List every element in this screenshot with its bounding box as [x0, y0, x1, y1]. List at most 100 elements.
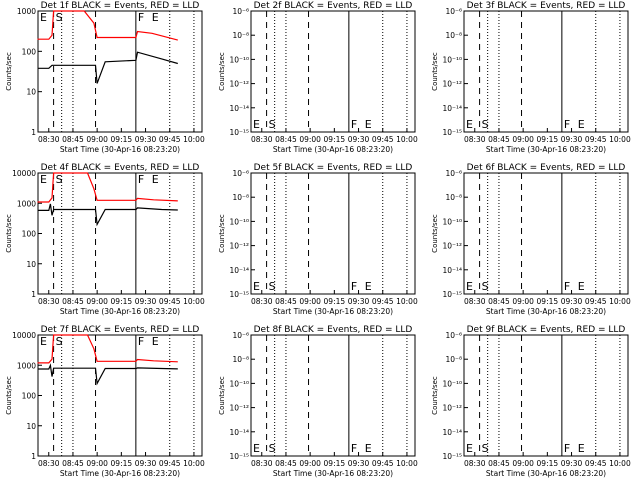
plot-frame	[463, 172, 629, 295]
plot-frame	[37, 10, 203, 133]
x-tick-label: 09:00	[299, 297, 321, 306]
x-tick-label: 10:00	[396, 297, 418, 306]
x-tick-label: 08:45	[275, 135, 297, 144]
y-tick-label: 1	[31, 128, 36, 137]
event-label-e: E	[365, 442, 372, 455]
y-tick-label: 10⁻¹⁰	[229, 379, 249, 388]
x-tick-label: 09:00	[86, 135, 108, 144]
y-tick-label: 10⁻¹²	[229, 242, 249, 251]
y-tick-label: 10000	[12, 169, 36, 178]
x-tick-label: 09:00	[86, 459, 108, 468]
x-tick-label: 08:45	[62, 459, 84, 468]
y-tick-label: 10⁻⁸	[445, 193, 462, 202]
event-label-f: F	[351, 118, 357, 131]
y-tick-label: 10	[26, 422, 36, 431]
x-tick-label: 08:30	[38, 297, 60, 306]
event-label-e: E	[578, 118, 585, 131]
event-label-e: E	[253, 118, 260, 131]
y-tick-label: 10⁻¹²	[229, 404, 249, 413]
y-tick-label: 10⁻⁶	[445, 331, 462, 340]
x-axis-label: Start Time (30-Apr-16 08:23:20)	[60, 145, 180, 154]
x-tick-label: 09:15	[324, 297, 346, 306]
event-label-s: S	[269, 280, 276, 293]
events-series-line	[37, 363, 178, 386]
x-tick-label: 09:15	[324, 459, 346, 468]
x-tick-label: 09:30	[561, 135, 583, 144]
y-tick-label: 100	[22, 392, 37, 401]
event-label-e: E	[466, 442, 473, 455]
y-axis-label: Counts/sec	[431, 376, 439, 415]
event-label-e: E	[253, 442, 260, 455]
y-tick-label: 10⁻¹⁴	[442, 104, 462, 113]
event-label-e: E	[466, 118, 473, 131]
x-tick-label: 08:30	[38, 459, 60, 468]
y-tick-label: 1000	[17, 361, 36, 370]
y-tick-label: 10⁻¹⁵	[442, 128, 462, 137]
x-tick-label: 08:45	[275, 297, 297, 306]
y-tick-label: 10⁻⁶	[232, 331, 249, 340]
event-label-f: F	[564, 280, 570, 293]
x-axis-label: Start Time (30-Apr-16 08:23:20)	[60, 307, 180, 316]
chart-title: Det 4f BLACK = Events, RED = LLD	[41, 163, 200, 173]
event-label-f: F	[138, 11, 144, 24]
chart-title: Det 6f BLACK = Events, RED = LLD	[467, 163, 626, 173]
y-tick-label: 10⁻⁶	[232, 169, 249, 178]
chart-title: Det 3f BLACK = Events, RED = LLD	[467, 1, 626, 11]
x-tick-label: 09:45	[372, 459, 394, 468]
plot-frame	[37, 334, 203, 457]
x-tick-label: 08:30	[464, 297, 486, 306]
event-label-e: E	[152, 173, 159, 186]
event-label-f: F	[138, 173, 144, 186]
x-tick-label: 10:00	[609, 459, 631, 468]
event-label-s: S	[56, 11, 63, 24]
y-tick-label: 10⁻⁸	[445, 355, 462, 364]
y-tick-label: 10⁻¹⁵	[442, 452, 462, 461]
y-tick-label: 10⁻⁸	[232, 193, 249, 202]
event-label-e: E	[365, 118, 372, 131]
x-tick-label: 09:15	[324, 135, 346, 144]
x-tick-label: 09:15	[537, 135, 559, 144]
y-tick-label: 100	[22, 47, 37, 56]
x-tick-label: 08:30	[251, 297, 273, 306]
x-tick-label: 09:45	[159, 297, 181, 306]
x-tick-label: 09:00	[512, 459, 534, 468]
event-label-e: E	[578, 280, 585, 293]
x-tick-label: 09:00	[299, 459, 321, 468]
y-axis-label: Counts/sec	[218, 376, 226, 415]
lld-series-line	[37, 10, 178, 41]
event-label-s: S	[482, 442, 489, 455]
plot-frame	[37, 172, 203, 295]
y-tick-label: 10⁻¹⁰	[442, 217, 462, 226]
x-tick-label: 09:30	[561, 459, 583, 468]
chart-title: Det 1f BLACK = Events, RED = LLD	[41, 1, 200, 11]
event-label-f: F	[351, 442, 357, 455]
x-tick-label: 08:45	[62, 135, 84, 144]
x-tick-label: 09:45	[585, 297, 607, 306]
y-tick-label: 10	[26, 260, 36, 269]
event-label-e: E	[40, 335, 47, 348]
x-tick-label: 09:30	[348, 135, 370, 144]
plot-frame	[250, 10, 416, 133]
y-tick-label: 10⁻¹⁰	[442, 379, 462, 388]
x-tick-label: 10:00	[609, 135, 631, 144]
event-label-s: S	[56, 335, 63, 348]
event-label-e: E	[365, 280, 372, 293]
lld-series-line	[37, 172, 178, 203]
x-tick-label: 09:15	[111, 135, 133, 144]
x-tick-label: 09:45	[585, 459, 607, 468]
chart-title: Det 7f BLACK = Events, RED = LLD	[41, 325, 200, 335]
y-tick-label: 10⁻¹⁵	[442, 290, 462, 299]
x-tick-label: 09:15	[111, 459, 133, 468]
x-tick-label: 09:30	[135, 459, 157, 468]
chart-title: Det 8f BLACK = Events, RED = LLD	[254, 325, 413, 335]
event-label-s: S	[269, 118, 276, 131]
x-tick-label: 10:00	[396, 459, 418, 468]
y-axis-label: Counts/sec	[5, 214, 13, 253]
event-label-e: E	[40, 11, 47, 24]
chart-title: Det 9f BLACK = Events, RED = LLD	[467, 325, 626, 335]
x-tick-label: 08:30	[464, 135, 486, 144]
y-tick-label: 1000	[17, 7, 36, 16]
y-tick-label: 10000	[12, 331, 36, 340]
x-tick-label: 09:45	[585, 135, 607, 144]
y-tick-label: 10⁻¹⁵	[229, 128, 249, 137]
